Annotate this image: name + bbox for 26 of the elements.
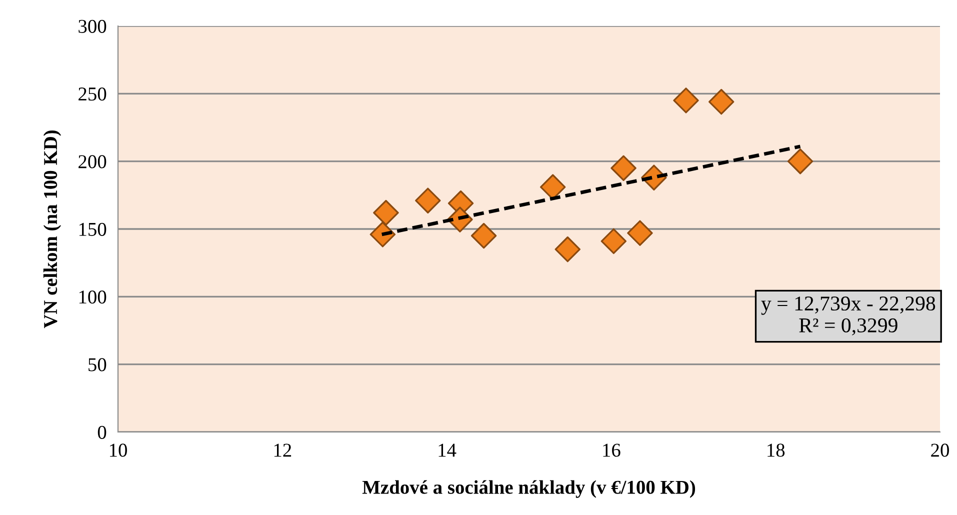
x-tick-label: 16	[603, 444, 620, 457]
point	[673, 88, 699, 114]
point	[610, 155, 636, 181]
point	[708, 88, 734, 115]
point	[627, 220, 653, 246]
point	[554, 236, 580, 262]
point	[787, 148, 814, 174]
x-axis-title: Mzdové a sociálne náklady (v €/100 KD)	[362, 480, 696, 498]
y-tick-label: 150	[79, 222, 106, 236]
point	[373, 200, 399, 226]
y-tick-label: 50	[88, 358, 106, 372]
annotation: y = 12,739x - 22,298 R² = 0,3299	[761, 296, 936, 336]
point	[415, 188, 441, 214]
point	[470, 222, 497, 249]
y-tick-label: 100	[79, 290, 106, 304]
x-tick-label: 14	[438, 444, 456, 457]
y-axis-title: VN celkom (na 100 KD)	[43, 130, 62, 328]
point	[600, 228, 627, 254]
x-tick-label: 18	[768, 444, 785, 457]
x-tick-label: 20	[931, 444, 949, 457]
y-tick-label: 0	[98, 426, 106, 439]
y-tick-label: 300	[78, 20, 106, 33]
y-tick-label: 250	[78, 87, 106, 101]
x-tick-label: 10	[110, 444, 127, 457]
x-tick-label: 12	[274, 444, 292, 457]
y-tick-label: 200	[78, 155, 106, 168]
